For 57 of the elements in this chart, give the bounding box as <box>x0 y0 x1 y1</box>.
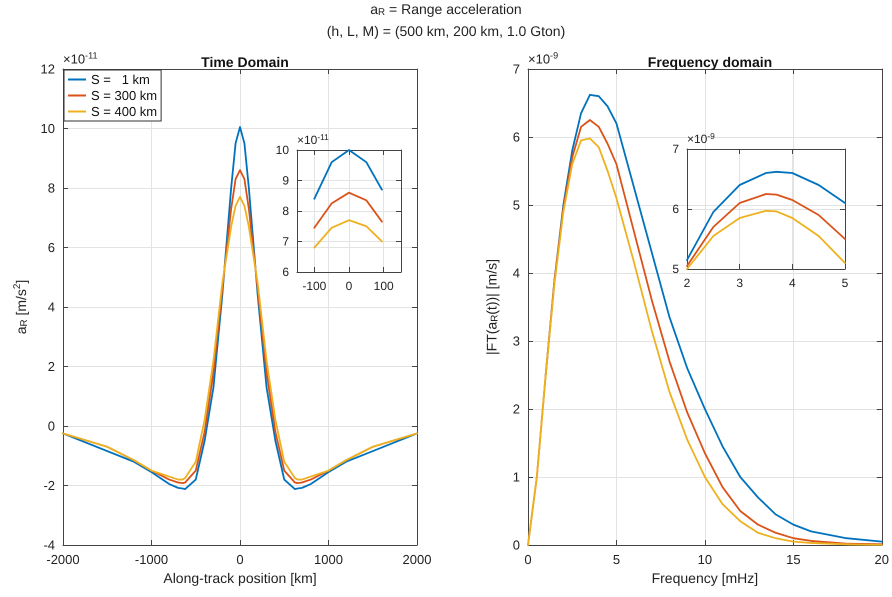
x-tick-label: 1000 <box>314 552 343 567</box>
x-tick-label: 2 <box>684 276 691 290</box>
x-tick-label: 4 <box>788 276 796 290</box>
x-tick-label: 5 <box>842 276 849 290</box>
y-tick-label: 5 <box>672 262 680 276</box>
y-tick-label: -2 <box>43 478 55 493</box>
x-tick-label: 10 <box>698 552 712 567</box>
x-tick-label: 20 <box>874 552 890 567</box>
text: (h, L, M) = (500 km, 200 km, 1.0 Gton) <box>326 23 566 39</box>
y-tick-label: 7 <box>512 62 520 76</box>
x-tick-label: 2000 <box>402 552 432 567</box>
y-tick-label: -4 <box>43 538 55 552</box>
y-tick-label: 6 <box>48 240 55 255</box>
y-tick-label: 6 <box>672 202 680 216</box>
x-tick-label: 15 <box>786 552 801 567</box>
line-series <box>686 193 846 267</box>
x-tick-label: -2000 <box>46 552 80 567</box>
y-tick-label: 3 <box>512 334 520 348</box>
y-tick-label: 2 <box>512 402 520 416</box>
y-tick-label: 7 <box>282 234 290 248</box>
y-tick-label: 8 <box>282 204 290 218</box>
x-tick-label: 0 <box>524 552 532 567</box>
y-tick-label: 0 <box>48 418 55 434</box>
y-tick-label: 12 <box>40 62 55 76</box>
y-tick-label: 4 <box>512 266 520 280</box>
y-tick-label: 7 <box>672 142 680 156</box>
y-axis-title: aR [m/s2] <box>12 280 30 334</box>
chart-title: Time Domain <box>201 54 289 70</box>
x-tick-label: 100 <box>374 279 394 293</box>
legend-label: S = 400 km <box>91 104 158 119</box>
legend-label: S = 300 km <box>91 88 158 103</box>
line-series <box>313 219 383 248</box>
x-axis-title: Along-track position [km] <box>163 570 317 586</box>
x-tick-label: 0 <box>346 279 353 293</box>
y-tick-label: 10 <box>276 143 290 157</box>
y-axis-title: |FT(aR(t))| [m/s] <box>484 259 500 356</box>
x-tick-label: -100 <box>302 279 327 293</box>
x-tick-label: 3 <box>736 276 744 290</box>
legend-label: S = 1 km <box>91 72 150 87</box>
y-tick-label: 2 <box>48 359 55 374</box>
x-tick-label: -1000 <box>134 552 168 567</box>
y-tick-label: 8 <box>48 180 55 196</box>
line-series <box>313 149 383 200</box>
chart-title: Frequency domain <box>648 54 772 70</box>
x-axis-title: Frequency [mHz] <box>652 570 758 586</box>
y-tick-label: 5 <box>512 198 520 212</box>
y-tick-label: 6 <box>282 265 290 279</box>
x-tick-label: 5 <box>612 552 620 567</box>
x-tick-label: 0 <box>236 552 244 567</box>
y-tick-label: 4 <box>48 300 55 314</box>
y-tick-label: 6 <box>512 130 520 144</box>
line-series <box>313 192 383 229</box>
y-tick-label: 10 <box>40 121 55 136</box>
y-tick-label: 9 <box>282 174 290 188</box>
y-tick-label: 1 <box>512 470 520 484</box>
line-series <box>686 170 846 261</box>
y-tick-label: 0 <box>512 538 520 552</box>
